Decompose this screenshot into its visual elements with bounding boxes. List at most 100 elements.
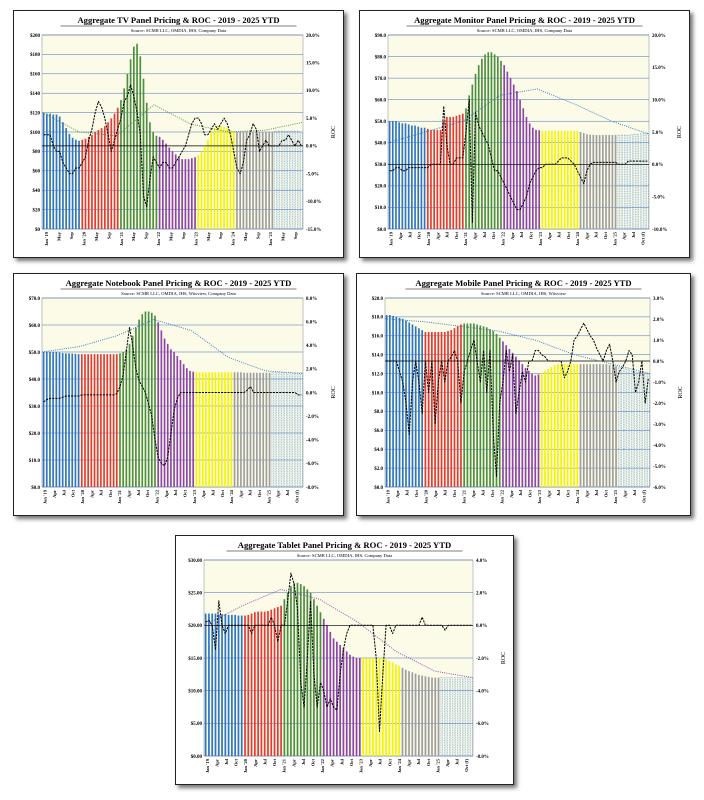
price-bar	[547, 368, 550, 487]
price-bar	[579, 364, 582, 487]
price-bar	[210, 132, 213, 229]
price-bar	[131, 335, 134, 487]
price-bar	[450, 330, 453, 487]
price-bar	[624, 368, 627, 488]
price-bar	[299, 584, 302, 756]
price-bar	[388, 121, 391, 229]
price-bar	[447, 677, 450, 757]
y2-tick-label: 1.0%	[653, 339, 664, 344]
x-tick-label: Apr	[622, 490, 627, 498]
price-bar	[252, 132, 254, 229]
price-bar	[566, 364, 569, 487]
x-tick-label: Jan '23	[538, 231, 543, 246]
x-tick-label: Jul	[455, 758, 460, 765]
price-bar	[452, 116, 455, 229]
y-tick-label: $14.0	[372, 354, 384, 359]
price-bar	[287, 130, 290, 230]
y-tick-label: $4.0	[374, 448, 383, 453]
price-bar	[481, 58, 483, 229]
x-tick-label: Jan '21	[117, 489, 122, 504]
price-bar	[268, 132, 271, 229]
price-bar	[61, 353, 64, 487]
price-bar	[49, 113, 51, 229]
price-bar	[174, 154, 177, 229]
price-bar	[274, 130, 277, 230]
price-bar	[165, 143, 167, 229]
y2-tick-label: -5.0%	[653, 465, 666, 470]
y2-tick-label: 0.0%	[476, 624, 487, 629]
price-bar	[589, 134, 591, 229]
y2-tick-label: -2.0%	[476, 657, 489, 662]
price-bar	[424, 676, 427, 756]
price-bar	[418, 328, 420, 487]
price-bar	[582, 364, 585, 487]
x-tick-label: May	[131, 231, 136, 241]
price-bar	[468, 95, 470, 229]
price-bar	[411, 125, 413, 229]
x-tick-label: Jul	[224, 758, 229, 765]
price-bar	[211, 613, 214, 756]
price-bar	[293, 130, 296, 230]
price-bar	[358, 658, 361, 756]
price-bar	[512, 84, 515, 229]
price-bar	[94, 132, 97, 229]
price-bar	[268, 372, 271, 487]
price-bar	[68, 133, 71, 229]
x-tick-label: Oct	[387, 759, 392, 767]
price-bar	[447, 331, 449, 487]
x-tick-label: Jul	[445, 231, 450, 238]
trend-line	[384, 318, 651, 375]
price-bar	[407, 124, 410, 229]
price-bar	[434, 677, 437, 756]
y2-tick-label: -15.0%	[306, 228, 321, 233]
x-tick-label: Jan '20	[424, 489, 429, 504]
price-bar	[560, 130, 563, 229]
price-bar	[640, 133, 643, 230]
y2-tick-label: 10.0%	[306, 89, 320, 94]
price-bar	[414, 326, 417, 487]
price-bar	[52, 352, 54, 487]
y-tick-label: $80	[33, 150, 41, 155]
y2-tick-label: 20.0%	[652, 34, 666, 39]
price-bar	[453, 677, 457, 757]
y-tick-label: $100	[30, 131, 41, 136]
y2-tick-label: -6.0%	[476, 722, 489, 727]
y-tick-label: $0.0	[374, 486, 383, 491]
price-bar	[115, 354, 118, 487]
price-bar	[466, 323, 469, 487]
price-bar	[309, 592, 312, 756]
price-bar	[84, 354, 86, 487]
price-bar	[599, 364, 601, 487]
price-bar	[458, 114, 461, 229]
price-bar	[460, 677, 463, 757]
price-bar	[352, 656, 355, 756]
x-tick-label: May	[206, 231, 211, 241]
price-bar	[414, 125, 416, 229]
price-bar	[440, 332, 443, 487]
price-bar	[129, 59, 132, 229]
y2-tick-label: -1.0%	[653, 381, 666, 386]
price-bar	[576, 130, 579, 229]
x-tick-label: Oct	[234, 759, 239, 767]
y2-axis-label: ROC	[677, 126, 683, 138]
price-bar	[411, 324, 414, 487]
price-bar	[224, 614, 227, 756]
price-bar	[345, 651, 348, 756]
price-bar	[398, 122, 400, 229]
price-bar	[142, 78, 145, 230]
price-bar	[100, 354, 102, 487]
price-bar	[246, 372, 249, 487]
y2-tick-label: -6.0%	[306, 462, 319, 467]
price-bar	[52, 114, 55, 229]
x-tick-label: Jul	[248, 489, 253, 496]
price-bar	[644, 374, 647, 488]
roc-line	[205, 572, 472, 732]
price-bar	[372, 658, 374, 756]
price-bar	[636, 133, 639, 230]
price-bar	[471, 84, 474, 229]
x-tick-label: Jan '19	[389, 231, 394, 246]
price-bar	[259, 372, 261, 487]
price-bar	[219, 126, 222, 229]
price-bar	[518, 360, 520, 487]
price-bar	[223, 127, 225, 229]
